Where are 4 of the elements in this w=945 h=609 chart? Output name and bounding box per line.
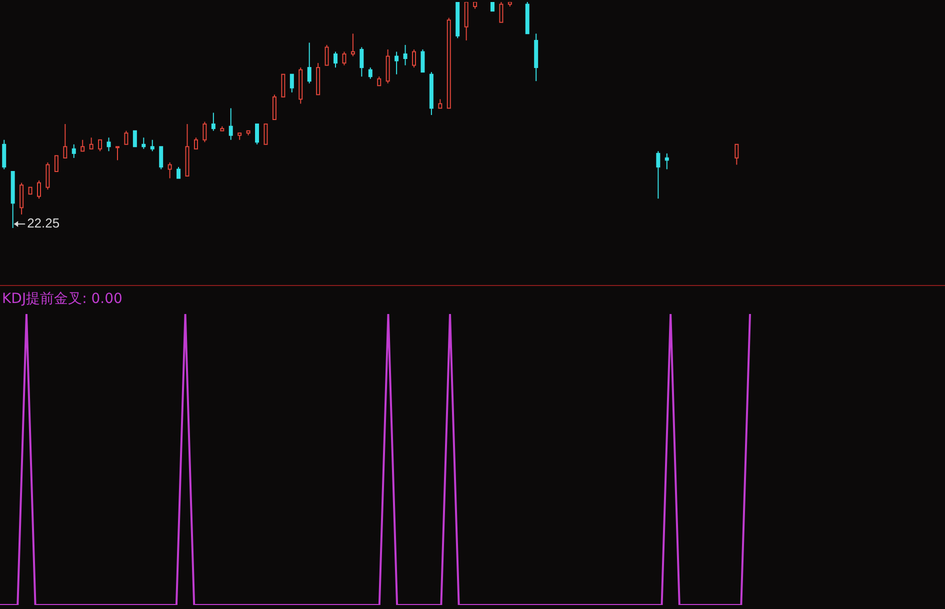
chart-title: KDJ提前金叉: 0.00 <box>2 290 122 308</box>
candlestick <box>403 44 408 66</box>
candlestick <box>534 33 538 82</box>
annotation: 22.25 <box>27 216 60 230</box>
